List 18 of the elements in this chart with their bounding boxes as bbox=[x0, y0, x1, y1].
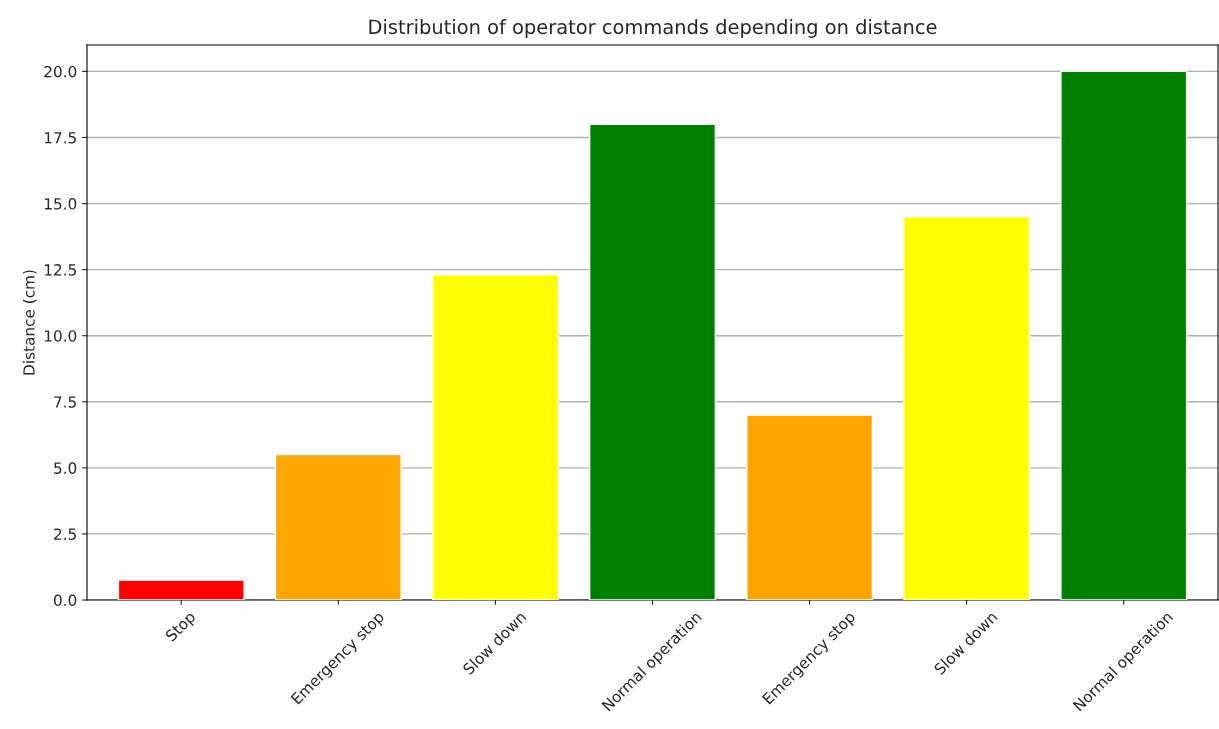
y-tick-label: 12.5 bbox=[44, 264, 76, 276]
y-tick-label: 5.0 bbox=[54, 462, 77, 474]
y-axis-title: Distance (cm) bbox=[22, 270, 37, 375]
bar bbox=[431, 274, 559, 600]
bar bbox=[903, 216, 1031, 600]
y-tick-label: 20.0 bbox=[44, 65, 77, 78]
bar bbox=[746, 414, 874, 600]
bar bbox=[588, 123, 717, 600]
y-tick-label: 7.5 bbox=[54, 396, 76, 408]
y-tick-label: 15.0 bbox=[44, 198, 77, 210]
y-tick-label: 10.0 bbox=[44, 330, 77, 342]
bar bbox=[274, 453, 402, 600]
chart-title: Distribution of operator commands depending on distance bbox=[369, 19, 937, 38]
bar bbox=[1060, 70, 1188, 600]
y-tick-label: 17.5 bbox=[44, 132, 76, 144]
y-tick-label: 0.0 bbox=[53, 594, 77, 607]
y-tick-label: 2.5 bbox=[54, 528, 76, 540]
bar bbox=[117, 579, 245, 600]
